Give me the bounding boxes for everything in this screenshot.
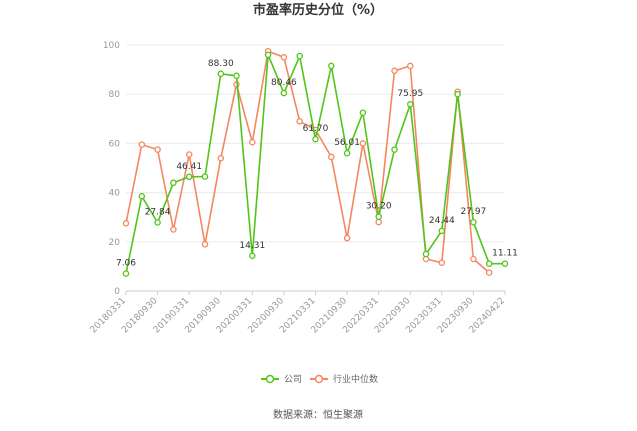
company-point[interactable]: [470, 218, 477, 226]
data-source: 数据来源：恒生聚源: [273, 408, 363, 421]
company-point[interactable]: [217, 70, 225, 78]
company-data-label: 30.20: [366, 202, 392, 212]
company-data-label: 80.46: [271, 78, 297, 88]
industry-median-point[interactable]: [249, 138, 256, 146]
company-point[interactable]: [454, 90, 461, 98]
industry-median-point[interactable]: [485, 269, 493, 276]
y-tick-label: 80: [109, 90, 121, 100]
company-data-label: 14.31: [239, 241, 265, 251]
industry-median-point[interactable]: [296, 118, 303, 125]
company-point[interactable]: [138, 193, 146, 200]
company-point[interactable]: [201, 173, 209, 180]
company-point[interactable]: [343, 149, 351, 157]
company-data-label: 46.41: [176, 162, 202, 172]
company-point[interactable]: [122, 270, 130, 277]
y-tick-label: 20: [109, 238, 121, 248]
company-point[interactable]: [249, 252, 256, 260]
company-point[interactable]: [485, 260, 493, 267]
company-point[interactable]: [501, 260, 509, 267]
data-labels-layer: 7.06 27.84 46.41 88.30 14.31 80.46 61.70 56.01 3…: [116, 59, 518, 269]
company-data-label: 27.84: [145, 208, 171, 218]
industry-median-point[interactable]: [343, 234, 351, 242]
company-point[interactable]: [233, 72, 240, 80]
y-axis-ticks: 0 20 40 60 80 100: [103, 41, 120, 297]
legend: 公司 行业中位数: [261, 373, 378, 385]
industry-median-point[interactable]: [154, 146, 161, 153]
y-tick-label: 100: [103, 41, 120, 51]
industry-median-point[interactable]: [359, 140, 367, 147]
y-tick-label: 60: [109, 139, 121, 149]
industry-median-point[interactable]: [438, 259, 446, 266]
industry-median-point[interactable]: [170, 226, 177, 233]
industry-median-point[interactable]: [138, 141, 146, 148]
industry-median-point[interactable]: [375, 218, 382, 226]
industry-median-point[interactable]: [328, 153, 335, 161]
company-data-label: 61.70: [303, 124, 329, 134]
legend-industry-marker: [314, 374, 324, 384]
industry-median-point[interactable]: [391, 67, 398, 75]
chart-title: 市盈率历史分位（%）: [253, 2, 383, 18]
company-point[interactable]: [375, 213, 382, 220]
company-point[interactable]: [154, 219, 161, 226]
legend-industry-label: 行业中位数: [333, 373, 378, 385]
series-company: [122, 51, 509, 277]
company-data-label: 11.11: [492, 249, 518, 259]
company-point[interactable]: [296, 52, 303, 60]
company-point[interactable]: [422, 250, 430, 258]
company-data-label: 56.01: [334, 138, 360, 148]
legend-item-industry[interactable]: 行业中位数: [310, 373, 378, 385]
company-data-label: 75.95: [397, 89, 423, 99]
legend-company-label: 公司: [284, 374, 302, 385]
company-point[interactable]: [280, 89, 288, 97]
company-point[interactable]: [170, 179, 177, 187]
industry-median-point[interactable]: [407, 62, 414, 70]
company-point[interactable]: [407, 100, 414, 108]
industry-median-point[interactable]: [280, 54, 288, 61]
company-point[interactable]: [328, 62, 335, 70]
x-axis-ticks: 2018033120180930201903312019093020200331…: [89, 291, 507, 336]
company-point[interactable]: [312, 135, 319, 143]
company-point[interactable]: [391, 146, 398, 153]
company-data-label: 24.44: [429, 216, 455, 226]
company-point[interactable]: [264, 51, 272, 59]
industry-median-point[interactable]: [185, 151, 193, 158]
legend-item-company[interactable]: 公司: [261, 374, 302, 385]
company-point[interactable]: [185, 173, 193, 181]
company-point[interactable]: [438, 227, 446, 235]
y-tick-label: 40: [109, 189, 121, 199]
industry-median-point[interactable]: [470, 255, 477, 263]
industry-median-point[interactable]: [201, 241, 209, 248]
company-data-label: 7.06: [116, 259, 136, 269]
company-data-label: 27.97: [461, 207, 487, 217]
company-data-label: 88.30: [208, 59, 234, 69]
industry-median-point[interactable]: [122, 220, 130, 227]
legend-company-marker: [265, 374, 275, 384]
y-tick-label: 0: [114, 287, 120, 297]
company-point[interactable]: [359, 109, 367, 116]
industry-median-point[interactable]: [217, 154, 225, 162]
series-layer: [122, 47, 509, 277]
